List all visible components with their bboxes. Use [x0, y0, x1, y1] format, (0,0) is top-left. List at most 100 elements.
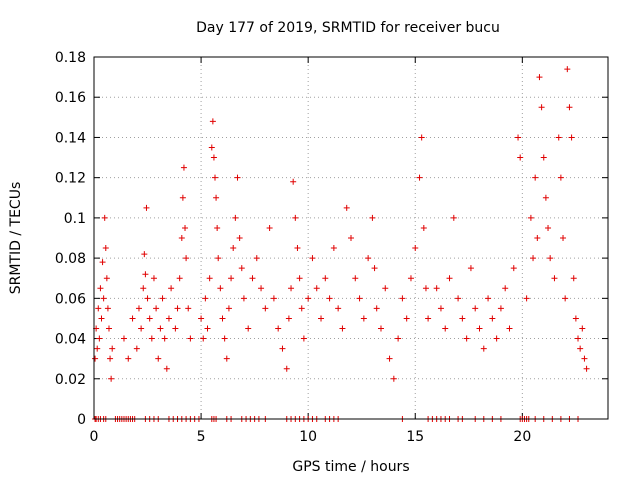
data-point [107, 355, 114, 362]
data-point [298, 305, 305, 312]
data-point [200, 335, 207, 342]
x-tick-label: 0 [90, 429, 99, 445]
data-point [523, 295, 530, 302]
y-tick-label: 0.02 [55, 372, 86, 388]
data-point [343, 204, 350, 211]
data-point [534, 235, 541, 241]
x-axis-label: GPS time / hours [292, 459, 409, 475]
data-point [108, 375, 115, 382]
data-point [215, 255, 222, 262]
data-point [577, 345, 584, 352]
data-point [476, 325, 483, 332]
x-tick-label: 15 [406, 429, 424, 445]
data-point [545, 224, 552, 231]
y-tick-label: 0.08 [55, 251, 86, 267]
y-tick-label: 0.04 [55, 332, 86, 348]
data-point [157, 325, 164, 332]
data-point [138, 325, 145, 332]
data-point [104, 305, 111, 312]
data-point [382, 285, 389, 292]
data-point [309, 255, 316, 262]
data-point [155, 355, 162, 362]
data-point [214, 224, 221, 231]
data-point [163, 365, 170, 372]
data-point [442, 325, 449, 332]
data-point [373, 305, 380, 312]
data-point [225, 305, 232, 312]
chart-title: Day 177 of 2019, SRMTID for receiver buc… [196, 20, 500, 36]
data-point [403, 315, 410, 322]
data-point [182, 224, 189, 231]
data-point [407, 275, 414, 282]
data-point [143, 204, 150, 211]
data-point [161, 335, 168, 342]
data-point [416, 174, 423, 181]
data-point [94, 345, 101, 352]
data-point [101, 214, 108, 221]
data-point [292, 214, 299, 221]
data-point [472, 305, 479, 312]
data-point [335, 305, 342, 312]
data-point [212, 174, 219, 181]
data-point [480, 345, 487, 352]
data-point [570, 275, 577, 282]
data-point [120, 335, 127, 342]
data-point [390, 375, 397, 382]
data-point [258, 285, 265, 292]
data-point [467, 265, 474, 272]
data-point [459, 315, 466, 322]
data-point [96, 335, 103, 342]
data-point [305, 295, 312, 302]
data-point [330, 245, 337, 252]
data-point [179, 194, 186, 201]
data-point [566, 104, 573, 111]
data-point [564, 66, 571, 73]
data-point [238, 265, 245, 272]
data-point [178, 235, 185, 241]
data-point [532, 174, 539, 181]
data-point [153, 305, 160, 312]
data-point [202, 295, 209, 302]
data-point [348, 235, 354, 241]
data-point [450, 214, 457, 221]
data-point [412, 245, 419, 252]
data-point [290, 178, 297, 185]
data-point [502, 285, 509, 292]
data-point [105, 325, 112, 332]
data-point [288, 285, 295, 292]
data-point [217, 285, 224, 292]
data-point [530, 255, 537, 262]
data-point [141, 251, 148, 258]
data-point [542, 194, 549, 201]
data-point [339, 325, 346, 332]
data-point [129, 315, 136, 322]
data-point [159, 295, 166, 302]
data-point [183, 255, 190, 262]
data-point [313, 285, 320, 292]
data-point [497, 305, 504, 312]
data-point [240, 295, 247, 302]
data-point [356, 295, 363, 302]
data-point [420, 224, 427, 231]
data-point [493, 335, 500, 342]
data-point [547, 255, 554, 262]
data-point [125, 355, 132, 362]
data-point [168, 285, 175, 292]
data-point [538, 104, 545, 111]
data-point [208, 144, 215, 151]
data-point [198, 315, 205, 322]
data-point [262, 305, 269, 312]
data-point [562, 295, 569, 302]
data-point [510, 265, 517, 272]
y-tick-label: 0 [77, 412, 86, 428]
plot-frame [93, 56, 609, 420]
data-point [437, 305, 444, 312]
data-point [433, 285, 440, 292]
x-tick-label: 10 [299, 429, 317, 445]
data-point [172, 325, 179, 332]
data-point [506, 325, 513, 332]
data-point [185, 305, 192, 312]
data-point [245, 325, 252, 332]
data-point [395, 335, 402, 342]
x-tick-labels: 0 5 10 15 20 [90, 429, 532, 445]
